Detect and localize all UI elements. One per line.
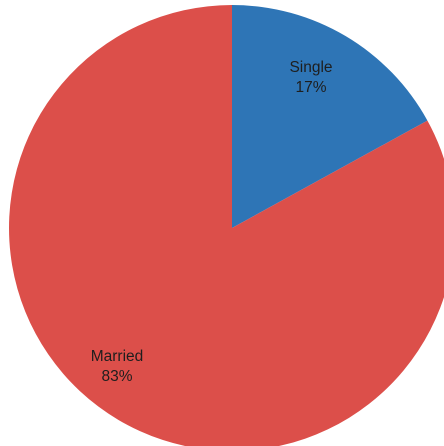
- slice-percent-married: 83%: [101, 368, 132, 385]
- slice-label-married: Married: [91, 348, 144, 365]
- pie-slice-married: [9, 5, 444, 446]
- pie-labels: Single 17% Married 83%: [91, 59, 333, 385]
- slice-label-single: Single: [289, 59, 332, 76]
- pie-slice-single: [232, 5, 428, 228]
- slice-percent-single: 17%: [295, 79, 326, 96]
- pie-slices: [9, 5, 444, 446]
